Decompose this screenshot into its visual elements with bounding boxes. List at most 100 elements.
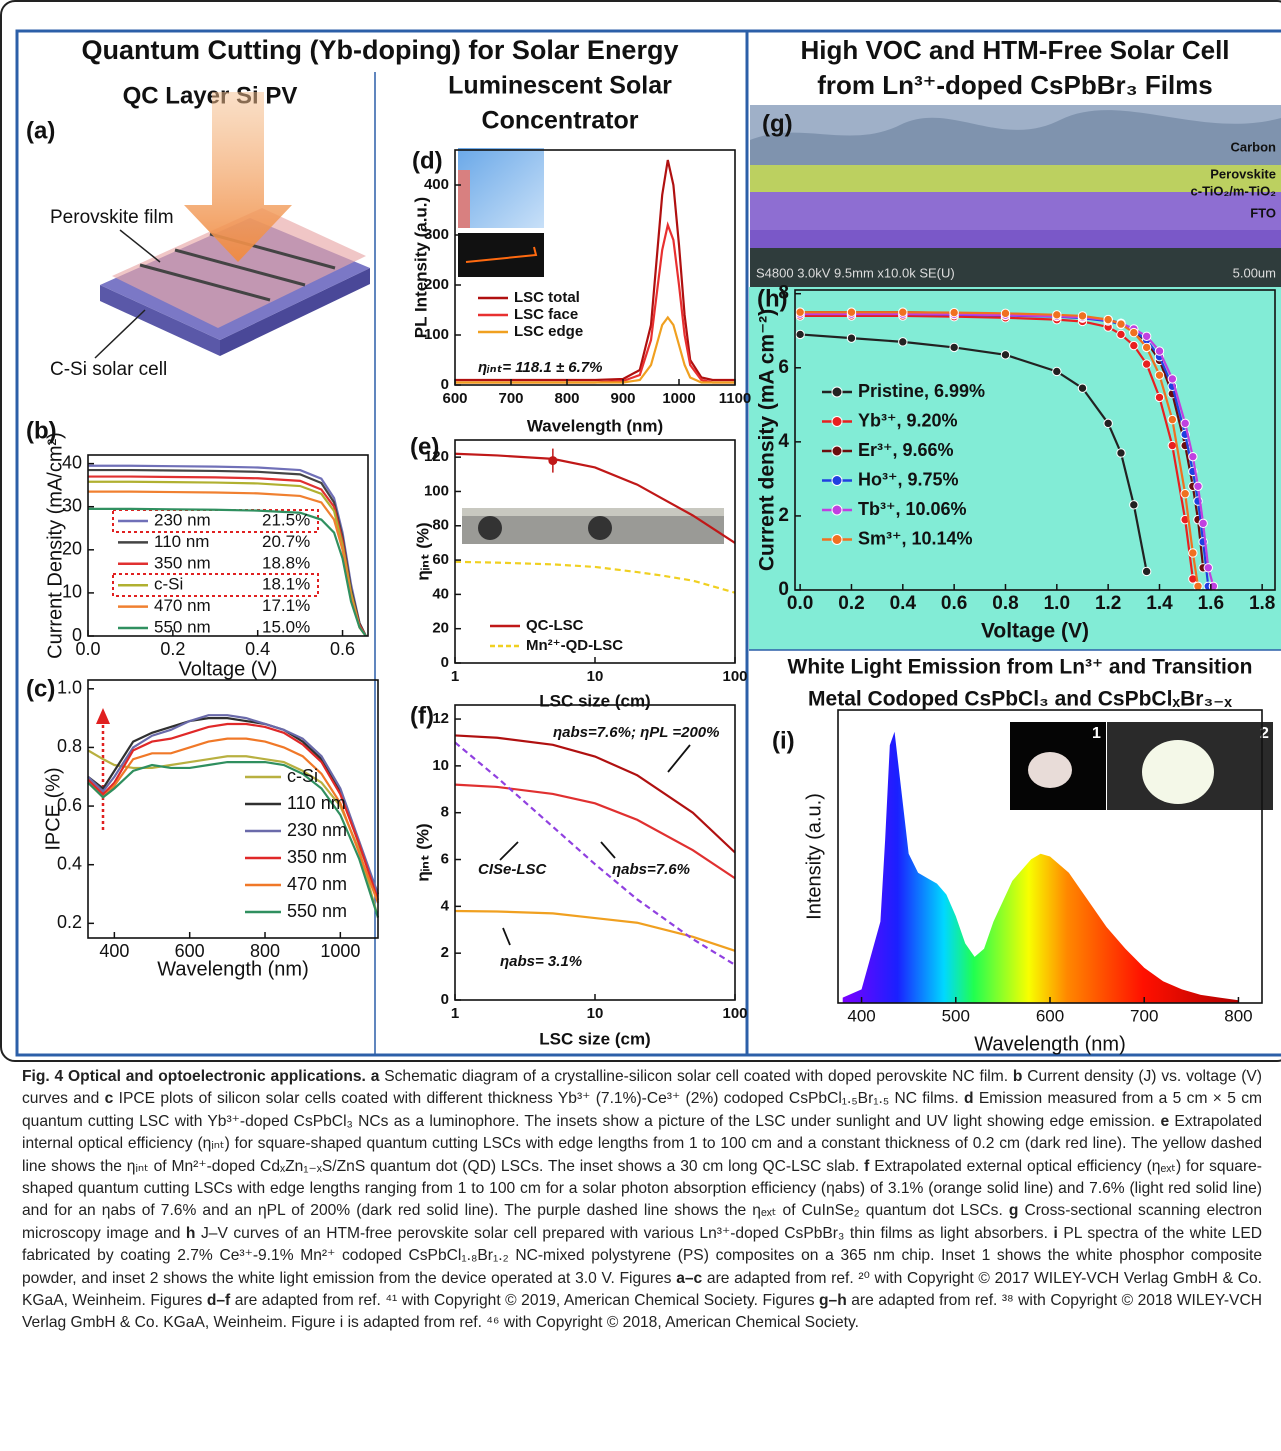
legend-marker — [832, 387, 842, 397]
legend-value: 15.0% — [262, 617, 310, 636]
data-point — [1001, 351, 1009, 359]
section-title: White Light Emission from Ln³⁺ and Trans… — [788, 656, 1253, 679]
legend-value: 18.1% — [262, 575, 310, 594]
inset-photo — [458, 148, 544, 228]
x-tick-label: 700 — [1130, 1006, 1158, 1025]
legend-label: Er³⁺, 9.66% — [858, 440, 954, 460]
callout: Perovskite film — [50, 207, 174, 228]
y-tick-label: 0.2 — [57, 912, 82, 932]
legend-label: 110 nm — [154, 532, 209, 551]
y-axis-label: Intensity (a.u.) — [803, 793, 825, 920]
caption-text: Schematic diagram of a crystalline-silic… — [379, 1068, 1013, 1085]
x-tick-label: 0.6 — [330, 639, 355, 659]
legend-label: Pristine, 6.99% — [858, 381, 985, 401]
x-tick-label: 900 — [610, 390, 635, 407]
data-point — [1181, 419, 1189, 427]
data-point — [1204, 564, 1212, 572]
x-tick-label: 0.4 — [890, 593, 917, 614]
caption: Fig. 4 Optical and optoelectronic applic… — [22, 1066, 1262, 1335]
data-point — [1130, 328, 1138, 336]
y-tick-label: 4 — [441, 897, 450, 914]
y-axis-label: PL Intensity (a.u.) — [411, 197, 430, 338]
panel-label: (a) — [26, 117, 55, 144]
y-tick-label: 0 — [441, 376, 449, 393]
annotation-arrows — [500, 745, 690, 945]
data-point — [1130, 501, 1138, 509]
legend-label: 470 nm — [154, 596, 211, 615]
x-tick-label: 0.8 — [992, 593, 1018, 614]
panel-label: (f) — [410, 702, 434, 729]
y-tick-label: 40 — [432, 585, 449, 602]
legend-label: Yb³⁺, 9.20% — [858, 410, 958, 430]
y-tick-label: 12 — [432, 710, 449, 727]
x-tick-label: 800 — [1224, 1006, 1252, 1025]
data-point — [1181, 490, 1189, 498]
inset-photo — [588, 516, 612, 540]
y-tick-label: 0.4 — [57, 853, 82, 873]
panel-title: Concentrator — [482, 107, 639, 135]
legend-label: 350 nm — [287, 847, 347, 867]
x-tick-label: 100 — [722, 1005, 747, 1022]
x-tick-label: 1.8 — [1249, 593, 1275, 614]
y-tick-label: 0 — [72, 625, 82, 645]
x-tick-label: 700 — [498, 390, 523, 407]
legend-marker — [832, 476, 842, 486]
x-tick-label: 1000 — [662, 390, 695, 407]
data-point — [796, 308, 804, 316]
legend-label: 550 nm — [154, 617, 211, 636]
x-axis-label: LSC size (cm) — [539, 691, 650, 710]
y-axis-label: Current Density (mA/cm²) — [44, 432, 66, 659]
layer-label: Perovskite — [1210, 166, 1276, 181]
x-tick-label: 0.4 — [245, 639, 270, 659]
caption-title: Fig. 4 Optical and optoelectronic applic… — [22, 1068, 366, 1085]
y-tick-label: 4 — [778, 431, 789, 452]
legend-label: Tb³⁺, 10.06% — [858, 499, 967, 519]
data-point — [1104, 419, 1112, 427]
x-tick-label: 0.2 — [838, 593, 864, 614]
y-axis-label: ηᵢₙₜ (%) — [413, 823, 432, 881]
data-point — [548, 456, 557, 465]
x-tick-label: 400 — [99, 941, 129, 961]
legend-label: Mn²⁺-QD-LSC — [526, 637, 623, 654]
x-tick-label: 0.0 — [787, 593, 813, 614]
data-point — [899, 338, 907, 346]
data-point — [1142, 567, 1150, 575]
y-axis-label: ηᵢₙₜ (%) — [413, 522, 432, 580]
data-point — [847, 308, 855, 316]
legend-marker — [832, 417, 842, 427]
annotation: ηabs=7.6% — [612, 861, 690, 878]
sem-info: S4800 3.0kV 9.5mm x10.0k SE(U) — [756, 265, 955, 280]
legend-label: c-Si — [287, 766, 318, 786]
callout: C-Si solar cell — [50, 359, 167, 380]
data-point — [950, 308, 958, 316]
y-tick-label: 0 — [441, 991, 449, 1008]
annotation: ηabs=7.6%; ηPL =200% — [553, 724, 719, 741]
legend-label: LSC edge — [514, 323, 583, 340]
series-line — [455, 911, 735, 951]
page-body: Quantum Cutting (Yb-doping) for Solar En… — [0, 0, 1281, 1451]
inset-photo — [1028, 752, 1072, 788]
legend-label: Ho³⁺, 9.75% — [858, 469, 959, 489]
caption-text: IPCE plots of silicon solar cells coated… — [113, 1090, 964, 1107]
panel-label: (d) — [412, 147, 443, 174]
data-point — [1078, 384, 1086, 392]
x-axis-label: Voltage (V) — [179, 658, 278, 680]
data-point — [1155, 371, 1163, 379]
legend-label: 550 nm — [287, 901, 347, 921]
page: Fig. 4 {"figure": { "header_left": "Quan… — [0, 0, 1281, 1451]
y-tick-label: 80 — [432, 517, 449, 534]
y-tick-label: 60 — [432, 551, 449, 568]
data-point — [1168, 415, 1176, 423]
axes-frame — [455, 440, 735, 663]
x-tick-label: 400 — [847, 1006, 875, 1025]
layer-label: FTO — [1250, 205, 1276, 220]
panel-label: (i) — [772, 727, 795, 754]
x-tick-label: 1.4 — [1146, 593, 1173, 614]
figure: Quantum Cutting (Yb-doping) for Solar En… — [0, 0, 1281, 1062]
annotation: ηᵢₙₜ= 118.1 ± 6.7% — [478, 359, 602, 376]
series-line — [455, 562, 735, 593]
x-tick-label: 1 — [451, 668, 459, 685]
y-axis-label: Current density (mA cm⁻²) — [756, 309, 779, 571]
caption-panel-ref: c — [105, 1090, 114, 1107]
header: from Ln³⁺-doped CsPbBr₃ Films — [817, 70, 1213, 100]
